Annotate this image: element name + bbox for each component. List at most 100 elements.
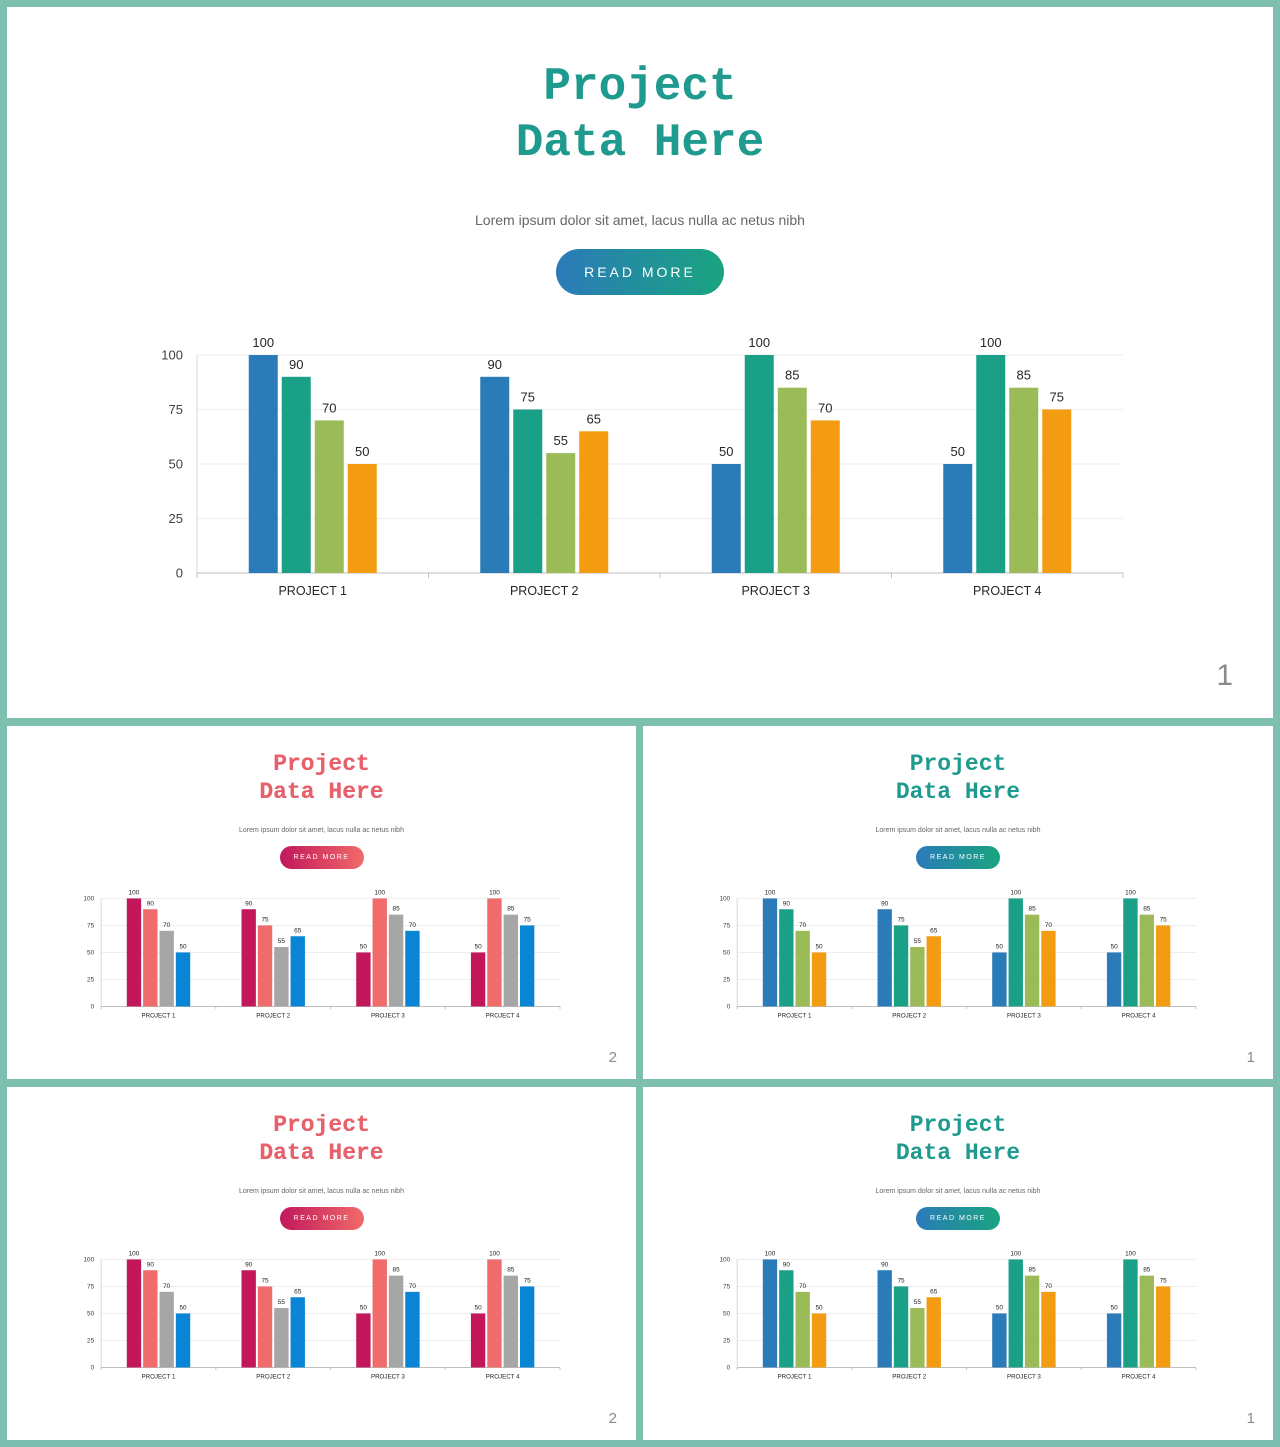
bar-value-label: 100 xyxy=(374,889,385,896)
bar-value-label: 50 xyxy=(475,943,483,950)
slide-title: Project Data Here xyxy=(515,61,765,170)
x-tick-label: PROJECT 3 xyxy=(1007,1373,1041,1380)
bar-value-label: 100 xyxy=(765,889,776,896)
slide-subtitle: Lorem ipsum dolor sit amet, lacus nulla … xyxy=(475,212,805,228)
bar-value-label: 75 xyxy=(524,1277,532,1284)
bar xyxy=(281,376,311,573)
bar xyxy=(290,1297,305,1368)
bar-value-label: 90 xyxy=(147,900,155,907)
bar-value-label: 100 xyxy=(765,1250,776,1257)
read-more-button[interactable]: READ MORE xyxy=(916,846,1000,869)
bar xyxy=(519,1286,535,1368)
bar-value-label: 100 xyxy=(748,335,770,350)
bar-value-label: 70 xyxy=(1045,922,1053,929)
bar-value-label: 55 xyxy=(278,1299,286,1306)
bar xyxy=(126,898,142,1007)
bar xyxy=(257,925,273,1007)
bar-value-label: 70 xyxy=(799,922,807,929)
bar-value-label: 90 xyxy=(783,900,791,907)
bar-value-label: 75 xyxy=(1160,916,1168,923)
bar xyxy=(1123,1259,1138,1368)
slide-small-2: Project Data Here Lorem ipsum dolor sit … xyxy=(643,726,1273,1079)
page-number: 2 xyxy=(608,1410,617,1427)
y-tick-label: 50 xyxy=(723,1311,731,1318)
bar xyxy=(274,1308,289,1368)
bar-chart-svg: 0 25 50 75 100 100 90 70 50 PROJECT 1 90 75 55 65 PROJ… xyxy=(161,335,1124,598)
bar-value-label: 85 xyxy=(1017,368,1031,383)
bar xyxy=(992,952,1007,1007)
bar xyxy=(470,1313,486,1368)
bar xyxy=(503,914,518,1007)
bar-value-label: 85 xyxy=(1029,1267,1037,1274)
bar-value-label: 100 xyxy=(1125,889,1136,896)
x-tick-label: PROJECT 1 xyxy=(142,1373,176,1380)
read-more-button[interactable]: READ MORE xyxy=(279,846,364,869)
bar xyxy=(910,947,925,1007)
bar xyxy=(487,898,502,1007)
bar-value-label: 75 xyxy=(521,390,535,405)
x-tick-label: PROJECT 3 xyxy=(1007,1012,1041,1019)
bar-value-label: 75 xyxy=(524,916,532,923)
y-tick-label: 0 xyxy=(91,1004,95,1011)
bar xyxy=(405,1291,420,1368)
bar xyxy=(241,1270,256,1368)
x-tick-label: PROJECT 1 xyxy=(278,584,347,598)
bar xyxy=(388,1275,404,1368)
bar xyxy=(126,1259,142,1368)
y-tick-label: 100 xyxy=(83,896,94,903)
y-tick-label: 100 xyxy=(161,348,183,363)
bar-value-label: 90 xyxy=(147,1261,155,1268)
bar xyxy=(1139,1275,1154,1368)
bar xyxy=(372,898,387,1007)
y-tick-label: 100 xyxy=(719,1257,730,1264)
bar-value-label: 90 xyxy=(783,1261,791,1268)
bar xyxy=(744,355,774,573)
bar-value-label: 50 xyxy=(179,943,187,950)
page-number: 1 xyxy=(1216,659,1233,692)
bar xyxy=(388,914,404,1007)
bar xyxy=(314,420,344,573)
bar-value-label: 55 xyxy=(278,938,286,945)
bar xyxy=(175,952,191,1007)
bar xyxy=(1009,387,1039,573)
bar xyxy=(893,1286,909,1368)
bar-value-label: 100 xyxy=(489,889,500,896)
bar xyxy=(159,930,174,1007)
slide-small-3: Project Data Here Lorem ipsum dolor sit … xyxy=(7,1087,636,1440)
x-tick-label: PROJECT 2 xyxy=(892,1373,926,1380)
bar xyxy=(347,464,377,573)
bar-value-label: 55 xyxy=(914,1299,922,1306)
read-more-button[interactable]: READ MORE xyxy=(916,1207,1000,1230)
bar-value-label: 100 xyxy=(252,335,274,350)
bar xyxy=(810,420,840,573)
bar-value-label: 50 xyxy=(360,943,368,950)
bar-value-label: 100 xyxy=(1010,889,1021,896)
x-tick-label: PROJECT 3 xyxy=(741,584,810,598)
read-more-button[interactable]: READ MORE xyxy=(556,249,724,295)
bar-value-label: 50 xyxy=(815,1304,823,1311)
y-tick-label: 25 xyxy=(87,1338,95,1345)
bar xyxy=(1008,1259,1023,1368)
x-tick-label: PROJECT 2 xyxy=(510,584,579,598)
bar-value-label: 90 xyxy=(245,1261,253,1268)
bar-value-label: 90 xyxy=(881,900,889,907)
y-tick-label: 75 xyxy=(169,402,183,417)
bar-value-label: 85 xyxy=(785,368,799,383)
bar-value-label: 50 xyxy=(996,1304,1004,1311)
bar-value-label: 75 xyxy=(261,916,269,923)
y-tick-label: 25 xyxy=(87,977,95,984)
bar xyxy=(926,1297,941,1368)
bar xyxy=(910,1308,925,1368)
bar xyxy=(356,952,371,1007)
bar xyxy=(1042,409,1072,573)
bar-value-label: 65 xyxy=(294,1288,302,1295)
read-more-button[interactable]: READ MORE xyxy=(279,1207,364,1230)
bar xyxy=(480,376,510,573)
bar-chart-svg: 0 25 50 75 100 100 90 70 50 PROJECT 1 90 75 55 65 PROJ… xyxy=(719,889,1197,1019)
slide-small-1: Project Data Here Lorem ipsum dolor sit … xyxy=(7,726,636,1079)
bar xyxy=(1106,952,1122,1007)
bar xyxy=(503,1275,518,1368)
bar-value-label: 100 xyxy=(374,1250,385,1257)
bar-chart-svg: 0 25 50 75 100 100 90 70 50 PROJECT 1 90 75 55 65 PROJ… xyxy=(83,889,561,1019)
bar-value-label: 65 xyxy=(294,927,302,934)
